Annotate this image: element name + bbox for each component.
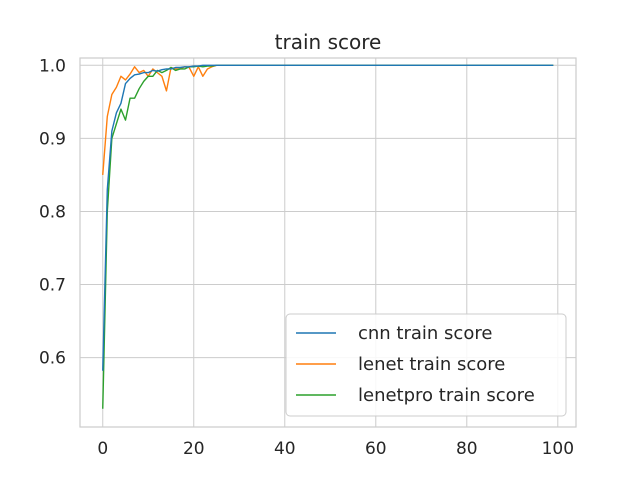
legend-label: lenet train score (358, 354, 505, 375)
x-tick-label: 0 (97, 439, 108, 459)
series-line-cnn-train-score (102, 64, 554, 371)
x-tick-label: 100 (542, 439, 574, 459)
axes-frame (79, 57, 577, 428)
y-tick-label: 0.6 (39, 349, 66, 369)
chart-title: train score (275, 30, 382, 54)
y-tick-label: 1.0 (39, 56, 66, 76)
legend-label: lenetpro train score (358, 385, 535, 406)
legend-box (285, 313, 567, 417)
y-tick-label: 0.9 (39, 129, 66, 149)
x-tick-label: 60 (365, 439, 387, 459)
y-tick-label: 0.8 (39, 202, 66, 222)
x-tick-label: 80 (456, 439, 478, 459)
legend: cnn train score lenet train score lenetpro… (285, 313, 567, 417)
x-tick-label: 40 (274, 439, 296, 459)
y-tick-label: 0.7 (39, 276, 66, 296)
legend-label: cnn train score (358, 323, 492, 344)
x-tick-label: 20 (183, 439, 205, 459)
